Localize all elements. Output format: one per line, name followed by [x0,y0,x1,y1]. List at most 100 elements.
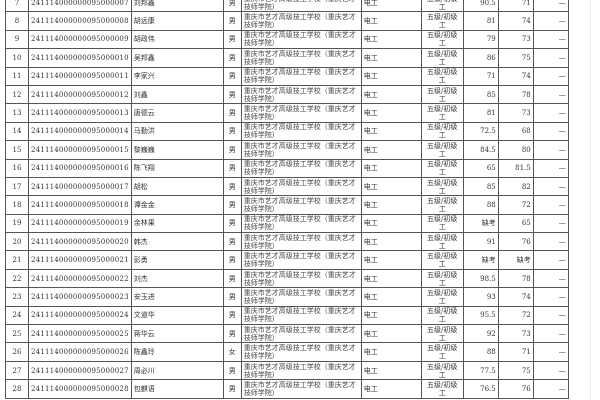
school-cell: 重庆市艺才高级技工学校（重庆艺才技师学院） [240,84,362,105]
result-cell: — [532,158,569,178]
skill-score-cell: 74 [497,66,534,86]
table-row: 27 241114000000095000027 周必川男重庆市艺才高级技工学校（重… [5,360,569,381]
theory-score-cell: 86 [462,48,499,68]
name-cell: 胡松 [130,176,224,197]
level-cell: 五级/初级工 [420,140,464,160]
school-cell: 重庆市艺才高级技工学校（重庆艺才技师学院） [240,11,362,31]
theory-score-cell: 81 [462,103,499,123]
major-cell: 电工 [360,48,422,68]
row-number-cell: 18 [5,195,29,215]
level-cell: 五级/初级工 [420,121,464,142]
result-cell: — [532,11,569,31]
skill-score-cell: 75 [497,48,534,68]
level-cell: 五级/初级工 [420,342,464,362]
name-cell: 刘邦鑫 [130,0,224,13]
row-number-cell: 20 [5,232,29,252]
skill-score-cell: 71 [497,0,534,13]
school-cell: 重庆市艺才高级技工学校（重庆艺才技师学院） [240,305,362,326]
major-cell: 电工 [360,250,422,270]
table-row: 11 241114000000095000011 李家兴男重庆市艺才高级技工学校（重… [5,66,569,86]
row-number-cell: 9 [5,29,29,50]
theory-score-cell: 缺考 [462,213,499,234]
result-cell: — [532,232,569,252]
name-cell: 刘鑫 [130,84,224,105]
result-cell: — [532,195,569,215]
row-number-cell: 11 [5,66,29,86]
major-cell: 电工 [360,342,422,362]
skill-score-cell: 82 [497,176,534,197]
gender-cell: 男 [222,140,242,160]
exam-id-cell: 241114000000095000014 [28,121,132,142]
major-cell: 电工 [360,213,422,234]
level-cell: 五级/初级工 [420,48,464,68]
name-cell: 陈鑫玲 [130,342,224,362]
major-cell: 电工 [360,140,422,160]
result-cell: — [532,379,569,399]
theory-score-cell: 84.5 [462,140,499,160]
row-number-cell: 25 [5,324,29,344]
exam-id-cell: 241114000000095000018 [28,195,132,215]
exam-id-cell: 241114000000095000023 [28,287,132,307]
skill-score-cell: 78 [497,84,534,105]
result-cell: — [532,0,569,13]
major-cell: 电工 [360,158,422,178]
skill-score-cell: 74 [497,287,534,307]
major-cell: 电工 [360,103,422,123]
level-cell: 五级/初级工 [420,195,464,215]
skill-score-cell: 72 [497,195,534,215]
name-cell: 安玉进 [130,287,224,307]
table-row: 17 241114000000095000017 胡松男重庆市艺才高级技工学校（重庆… [5,176,569,197]
theory-score-cell: 90.5 [462,0,499,13]
theory-score-cell: 72.5 [462,121,499,142]
gender-cell: 男 [222,360,242,381]
skill-score-cell: 68 [497,121,534,142]
exam-id-cell: 241114000000095000025 [28,324,132,344]
exam-id-cell: 241114000000095000011 [28,66,132,86]
gender-cell: 女 [222,342,242,362]
gender-cell: 男 [222,268,242,289]
skill-score-cell: 73 [497,103,534,123]
exam-id-cell: 241114000000095000016 [28,158,132,178]
theory-score-cell: 81 [462,11,499,31]
level-cell: 五级/初级工 [420,158,464,178]
result-cell: — [532,121,569,142]
level-cell: 五级/初级工 [420,268,464,289]
theory-score-cell: 91 [462,232,499,252]
level-cell: 五级/初级工 [420,84,464,105]
major-cell: 电工 [360,360,422,381]
row-number-cell: 23 [5,287,29,307]
exam-id-cell: 241114000000095000017 [28,176,132,197]
exam-id-cell: 241114000000095000028 [28,379,132,399]
skill-score-cell: 71 [497,342,534,362]
major-cell: 电工 [360,324,422,344]
exam-id-cell: 241114000000095000013 [28,103,132,123]
exam-id-cell: 241114000000095000027 [28,360,132,381]
school-cell: 重庆市艺才高级技工学校（重庆艺才技师学院） [240,342,362,362]
name-cell: 唐德云 [130,103,224,123]
result-cell: — [532,213,569,234]
gender-cell: 男 [222,232,242,252]
gender-cell: 男 [222,176,242,197]
skill-score-cell: 76 [497,379,534,399]
school-cell: 重庆市艺才高级技工学校（重庆艺才技师学院） [240,140,362,160]
result-cell: — [532,250,569,270]
name-cell: 余林果 [130,213,224,234]
name-cell: 彭勇 [130,250,224,270]
theory-score-cell: 88 [462,195,499,215]
table-row: 19 241114000000095000019 余林果男重庆市艺才高级技工学校（重… [5,213,569,234]
level-cell: 五级/初级工 [420,232,464,252]
row-number-cell: 27 [5,360,29,381]
gender-cell: 男 [222,305,242,326]
row-number-cell: 21 [5,250,29,270]
exam-id-cell: 241114000000095000015 [28,140,132,160]
name-cell: 李家兴 [130,66,224,86]
row-number-cell: 22 [5,268,29,289]
theory-score-cell: 65 [462,158,499,178]
theory-score-cell: 93 [462,287,499,307]
exam-id-cell: 241114000000095000021 [28,250,132,270]
level-cell: 五级/初级工 [420,11,464,31]
gender-cell: 男 [222,158,242,178]
table-row: 8 241114000000095000008 胡远康男重庆市艺才高级技工学校（重庆… [5,11,569,31]
major-cell: 电工 [360,287,422,307]
skill-score-cell: 73 [497,29,534,50]
